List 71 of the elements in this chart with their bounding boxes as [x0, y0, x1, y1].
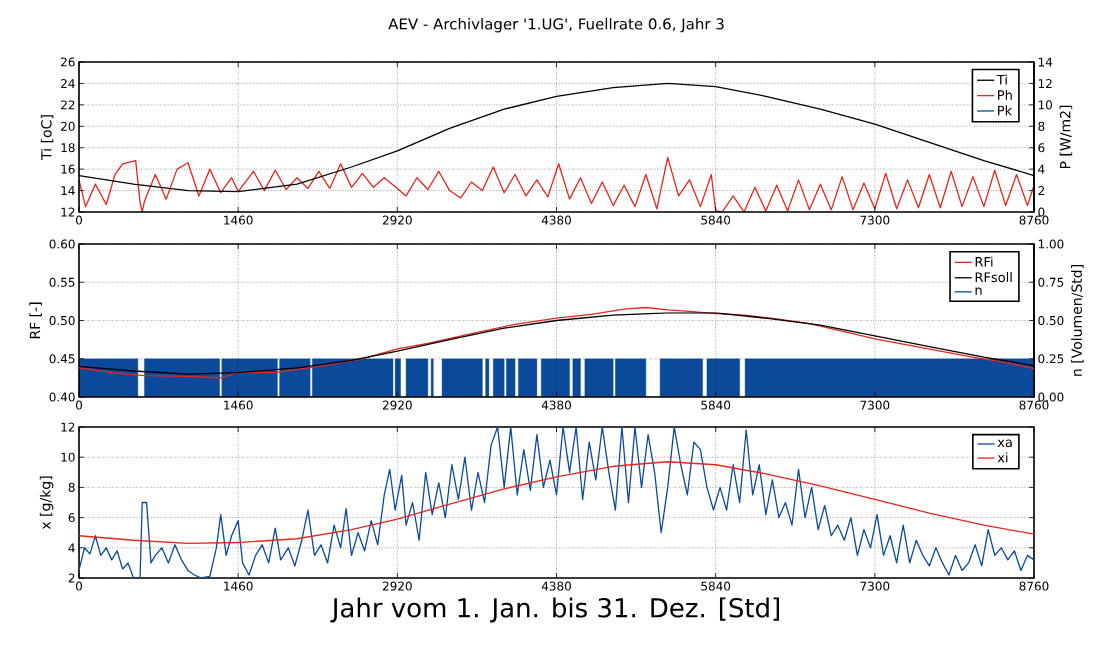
y2-tick-label: 1.00	[1038, 239, 1064, 249]
y-tick-label: 18	[61, 143, 75, 153]
x-tick-label: 5840	[701, 215, 731, 225]
y2-tick-label: 0.00	[1038, 392, 1064, 402]
y-tick-label: 22	[61, 100, 75, 110]
x-tick-label: 5840	[701, 400, 731, 410]
x-tick-label: 1460	[224, 215, 253, 225]
x-tick-label: 4380	[541, 215, 571, 225]
y-tick-label: 26	[61, 57, 75, 67]
x-tick-label: 4380	[541, 581, 571, 591]
x-tick-label: 1460	[224, 581, 253, 591]
y-axis-title: Ti [oC]	[40, 115, 54, 160]
y-tick-label: 0.45	[49, 354, 75, 364]
y-axis-title: RF [-]	[29, 302, 42, 339]
y-tick-label: 12	[61, 422, 75, 432]
chart-title: AEV - Archivlager '1.UG', Fuellrate 0.6, Jahr 3	[388, 17, 724, 33]
x-tick-label: 5840	[701, 581, 731, 591]
legend-label: RFi	[975, 256, 993, 267]
line-series	[79, 461, 1035, 544]
x-tick-label: 0	[75, 400, 83, 410]
legend-label: Ti	[996, 74, 1007, 85]
y-tick-label: 20	[61, 121, 75, 131]
y-tick-label: 4	[68, 543, 75, 553]
y2-axis-title: n [Volumen/Std]	[1071, 265, 1084, 376]
x-tick-label: 1460	[224, 400, 253, 410]
y2-tick-label: 12	[1038, 78, 1052, 88]
y2-tick-label: 10	[1038, 100, 1053, 110]
y2-axis-title: P [W/m2]	[1059, 105, 1073, 169]
y-tick-label: 0.50	[49, 315, 75, 326]
x-tick-label: 8760	[1019, 400, 1049, 410]
y2-tick-label: 6	[1038, 143, 1045, 153]
line-series	[79, 427, 1035, 579]
y2-tick-label: 0.25	[1038, 354, 1064, 364]
y2-tick-label: 8	[1038, 121, 1045, 131]
y2-tick-label: 4	[1038, 164, 1045, 174]
legend-label: xi	[997, 452, 1008, 463]
y-tick-label: 10	[61, 452, 75, 462]
x-axis-title: Jahr vom 1. Jan. bis 31. Dez. [Std]	[330, 597, 779, 623]
y-tick-label: 14	[61, 186, 75, 195]
legend-label: RFsoll	[975, 272, 1012, 283]
y-tick-label: 24	[61, 78, 75, 88]
legend-label: n	[975, 287, 982, 295]
y-tick-label: 6	[68, 513, 75, 523]
y-tick-label: 0.40	[49, 392, 75, 402]
x-tick-label: 8760	[1019, 581, 1049, 591]
x-tick-label: 0	[75, 581, 83, 591]
x-tick-label: 2920	[382, 581, 412, 591]
y2-tick-label: 2	[1038, 186, 1044, 196]
x-tick-label: 4380	[541, 400, 571, 410]
legend-label: Ph	[998, 89, 1012, 100]
x-tick-label: 7300	[860, 581, 890, 591]
legend-label: Pk	[998, 105, 1013, 116]
x-tick-label: 7300	[860, 215, 890, 225]
line-series	[79, 156, 1035, 213]
y2-tick-label: 0	[1038, 207, 1045, 217]
y-tick-label: 0.60	[49, 239, 75, 249]
y-tick-label: 0.55	[49, 277, 75, 287]
y-tick-label: 16	[61, 164, 75, 174]
x-tick-label: 7300	[860, 400, 890, 410]
y2-tick-label: 0.75	[1038, 277, 1064, 287]
x-tick-label: 2920	[382, 400, 412, 410]
y2-tick-label: 0.50	[1038, 315, 1064, 326]
y-tick-label: 2	[68, 573, 75, 583]
y2-tick-label: 14	[1038, 57, 1053, 67]
x-tick-label: 8760	[1019, 215, 1049, 225]
legend-label: xa	[997, 439, 1012, 448]
y-tick-label: 8	[68, 482, 75, 492]
y-tick-label: 12	[61, 207, 75, 217]
x-tick-label: 2920	[382, 215, 412, 225]
y-axis-title: x [g/kg]	[39, 476, 54, 530]
x-tick-label: 0	[75, 215, 83, 225]
